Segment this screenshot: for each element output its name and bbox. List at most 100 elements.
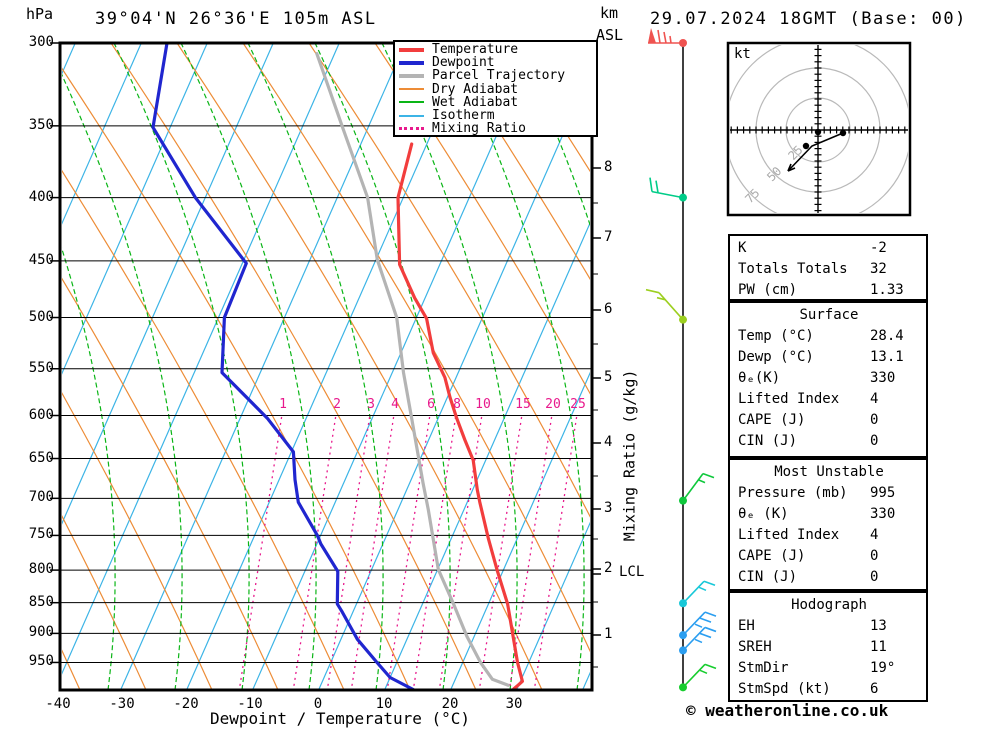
station-title: 39°04'N 26°36'E 105m ASL [95, 9, 377, 29]
hodograph-table: Hodograph EH 13 SREH 11 StmDir 19° StmSpd (… [728, 591, 928, 702]
row-label: Pressure (mb) [738, 485, 848, 501]
pressure-tick-850: 850 [28, 594, 54, 610]
table-row-eh: EH 13 [738, 616, 920, 637]
temp-tick--10: -10 [237, 696, 263, 712]
row-label: CIN (J) [738, 569, 798, 585]
mixing-ratio-axis-label: Mixing Ratio (g/kg) [620, 369, 639, 542]
row-label: K [738, 240, 747, 256]
row-value: 995 [870, 485, 896, 501]
km-tick-1: 1 [604, 626, 613, 642]
pressure-tick-600: 600 [28, 407, 54, 423]
mixing-ratio-value-10: 10 [475, 397, 491, 412]
temp-tick--30: -30 [109, 696, 135, 712]
row-value: 0 [870, 569, 879, 585]
table-row-surface-lifted-index: Lifted Index 4 [738, 389, 920, 410]
wet-adiabat-line-swatch [399, 101, 424, 104]
row-value: -2 [870, 240, 887, 256]
mixing-ratio-value-3: 3 [367, 397, 375, 412]
mixing-ratio-value-1: 1 [279, 397, 287, 412]
row-value: 0 [870, 412, 879, 428]
legend-label: Dry Adiabat [432, 81, 519, 97]
row-label: Temp (°C) [738, 328, 814, 344]
row-label: Dewp (°C) [738, 349, 814, 365]
legend-item-dewpoint: Dewpoint [395, 55, 596, 71]
legend-item-wet-adiabat: Wet Adiabat [395, 95, 596, 110]
pressure-tick-750: 750 [28, 526, 54, 542]
table-row-stmspd: StmSpd (kt) 6 [738, 679, 920, 700]
km-tick-3: 3 [604, 500, 613, 516]
row-value: 13.1 [870, 349, 904, 365]
pressure-tick-450: 450 [28, 252, 54, 268]
table-row-surface-thetae: θₑ(K) 330 [738, 368, 920, 389]
legend-item-parcel: Parcel Trajectory [395, 68, 596, 83]
pressure-tick-350: 350 [28, 117, 54, 133]
row-value: 11 [870, 639, 887, 655]
temp-axis-label: Dewpoint / Temperature (°C) [209, 709, 471, 728]
chart-legend: Temperature Dewpoint Parcel Trajectory D… [393, 40, 598, 137]
table-row-totals-totals: Totals Totals 32 [738, 259, 920, 280]
row-label: SREH [738, 639, 772, 655]
mixing-ratio-line-swatch [399, 127, 424, 131]
table-row-mu-pressure: Pressure (mb) 995 [738, 483, 920, 504]
row-label: Totals Totals [738, 261, 848, 277]
mixing-ratio-value-20: 20 [545, 397, 561, 412]
pressure-tick-650: 650 [28, 450, 54, 466]
table-row-mu-lifted-index: Lifted Index 4 [738, 525, 920, 546]
legend-item-temperature: Temperature [395, 42, 596, 57]
table-row-surface-temp: Temp (°C) 28.4 [738, 326, 920, 347]
row-label: θₑ(K) [738, 370, 781, 386]
row-value: 4 [870, 391, 879, 407]
row-value: 4 [870, 527, 879, 543]
row-label: θₑ (K) [738, 506, 789, 522]
row-value: 1.33 [870, 282, 904, 298]
table-row-mu-cin: CIN (J) 0 [738, 567, 920, 588]
mixing-ratio-value-15: 15 [515, 397, 531, 412]
temp-tick-30: 30 [505, 696, 523, 712]
parcel-line-swatch [399, 73, 424, 78]
table-row-surface-cape: CAPE (J) 0 [738, 410, 920, 431]
dry-adiabat-line-swatch [399, 88, 424, 91]
most-unstable-table-header: Most Unstable [774, 464, 884, 480]
mixing-ratio-value-25: 25 [570, 397, 586, 412]
pressure-tick-950: 950 [28, 653, 54, 669]
pressure-tick-800: 800 [28, 561, 54, 577]
table-row-k: K -2 [738, 238, 920, 259]
km-tick-8: 8 [604, 159, 613, 175]
datetime-label: 29.07.2024 18GMT (Base: 00) [650, 9, 967, 29]
mixing-ratio-value-6: 6 [427, 397, 435, 412]
row-label: CIN (J) [738, 433, 798, 449]
pressure-tick-700: 700 [28, 489, 54, 505]
legend-label: Dewpoint [432, 55, 495, 71]
km-tick-4: 4 [604, 434, 613, 450]
temp-tick-20: 20 [441, 696, 459, 712]
row-value: 0 [870, 433, 879, 449]
dewpoint-line-swatch [399, 60, 424, 65]
legend-item-mixing-ratio: Mixing Ratio [395, 121, 596, 136]
temperature-line-swatch [399, 47, 424, 52]
row-label: CAPE (J) [738, 548, 806, 564]
most-unstable-table: Most Unstable Pressure (mb) 995 θₑ (K) 330… [728, 458, 928, 591]
km-tick-2: 2 [604, 560, 613, 576]
km-tick-7: 7 [604, 229, 613, 245]
hodograph-unit-label: kt [734, 46, 751, 62]
temp-tick-0: 0 [313, 696, 323, 712]
pressure-unit-label: hPa [26, 5, 54, 23]
row-value: 19° [870, 660, 896, 676]
row-label: StmDir [738, 660, 789, 676]
row-value: 28.4 [870, 328, 904, 344]
row-value: 0 [870, 548, 879, 564]
lcl-label: LCL [619, 564, 645, 580]
row-label: Lifted Index [738, 527, 840, 543]
row-label: PW (cm) [738, 282, 798, 298]
row-label: EH [738, 618, 755, 634]
isotherm-line-swatch [399, 114, 424, 117]
km-axis-label-line2: ASL [596, 26, 624, 44]
table-row-surface-dewp: Dewp (°C) 13.1 [738, 347, 920, 368]
km-tick-6: 6 [604, 301, 613, 317]
pressure-tick-500: 500 [28, 309, 54, 325]
mixing-ratio-value-8: 8 [453, 397, 461, 412]
row-value: 6 [870, 681, 879, 697]
surface-table-header: Surface [799, 307, 859, 323]
